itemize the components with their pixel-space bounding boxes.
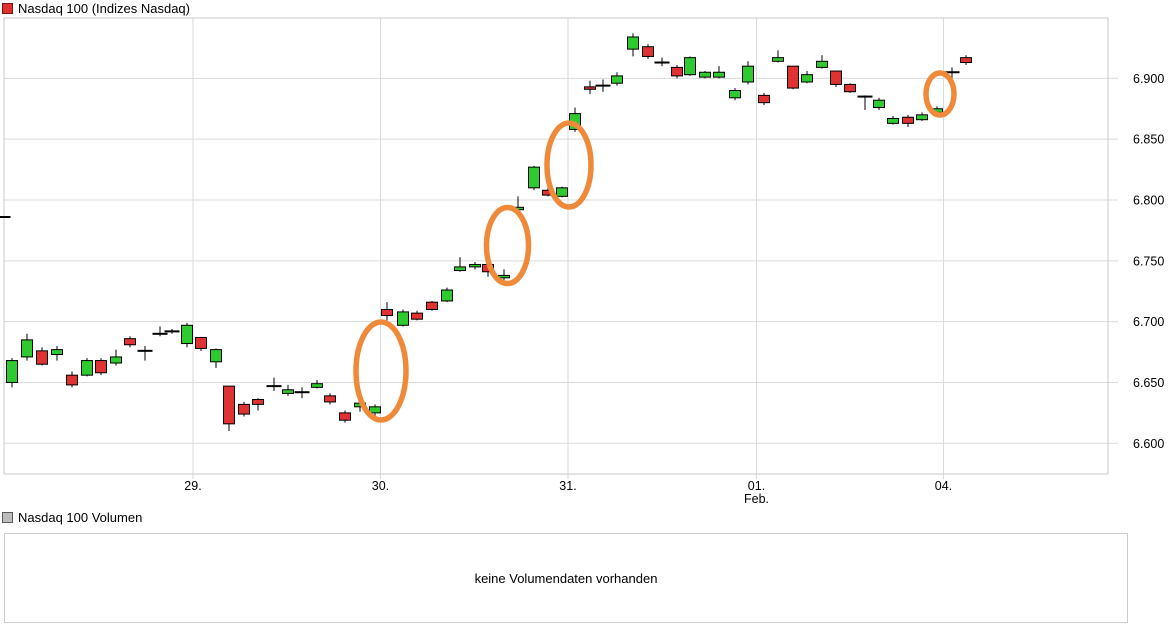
candle-down [66,374,78,386]
y-axis-label: 6.700 [1133,315,1164,329]
volume-panel: keine Volumendaten vorhanden [4,533,1128,623]
gap-annotation-ellipse [544,120,594,210]
candle-up [454,266,466,272]
candle-down [960,57,972,64]
candle-up [816,60,828,68]
price-legend-swatch-icon [2,2,13,14]
candle-down [758,94,770,104]
candle-down [238,403,250,415]
candle-up [81,360,93,376]
y-axis-label: 6.900 [1133,72,1164,86]
candle-up [684,57,696,76]
y-axis-label: 6.600 [1133,437,1164,451]
candle-down [584,86,596,90]
candle-down [124,338,136,346]
price-legend-label: Nasdaq 100 (Indizes Nasdaq) [18,0,190,16]
candle-down [195,336,207,349]
candle-up [282,389,294,394]
candle-down [324,395,336,403]
candle-up [742,65,754,83]
x-axis-label: 30. [372,479,389,493]
candle-up [772,57,784,62]
y-axis-label: 6.800 [1133,193,1164,207]
candle-up [801,74,813,83]
volume-legend: Nasdaq 100 Volumen [2,509,143,525]
x-axis-sublabel: Feb. [744,492,769,505]
candle-down [36,350,48,365]
candle-up [498,274,510,279]
candle-up [51,349,63,355]
candle-down [671,66,683,77]
candle-up [873,99,885,109]
candle-up [311,383,323,388]
candle-up [627,36,639,50]
x-axis-label: 01. [748,479,765,493]
candle-down [426,301,438,310]
candle-down [844,83,856,93]
candle-up [397,311,409,326]
candle-up [713,71,725,78]
candle-down [95,360,107,374]
gap-annotation-ellipse [923,70,957,118]
price-chart[interactable]: 6.900 6.850 6.800 6.750 6.700 6.650 6.600 29. 30… [0,0,1175,505]
x-axis-label: 04. [935,479,952,493]
gap-annotation-ellipse [353,319,409,423]
y-axis-label: 6.650 [1133,376,1164,390]
gap-annotation-ellipse [483,204,532,287]
candle-up [611,75,623,84]
candle-down [381,308,393,317]
candle-up [699,71,711,78]
candle-down [411,312,423,320]
candle-up [887,117,899,124]
volume-message: keine Volumendaten vorhanden [474,570,658,586]
volume-legend-swatch-icon [2,511,13,523]
candle-down [787,65,799,89]
candle-up [210,349,222,363]
candle-down [902,116,914,124]
candle-up [441,289,453,302]
candle-up [21,339,33,358]
candle-down [642,46,654,57]
volume-legend-label: Nasdaq 100 Volumen [18,509,143,525]
candle-up [916,114,928,121]
x-axis-label: 31. [559,479,576,493]
candle-up [110,356,122,364]
candle-down [830,70,842,85]
y-axis-label: 6.750 [1133,254,1164,268]
y-axis-label: 6.850 [1133,133,1164,147]
candle-up [181,324,193,345]
candle-down [252,399,264,405]
price-legend: Nasdaq 100 (Indizes Nasdaq) [2,0,190,16]
candle-up [469,263,481,268]
plot-border [3,17,1109,475]
candle-down [339,412,351,421]
candle-up [369,406,381,414]
candle-up [729,90,741,99]
candle-up [528,166,540,189]
candle-up [556,187,568,197]
x-axis-label: 29. [184,479,201,493]
candle-down [223,385,235,425]
candle-up [6,360,18,383]
